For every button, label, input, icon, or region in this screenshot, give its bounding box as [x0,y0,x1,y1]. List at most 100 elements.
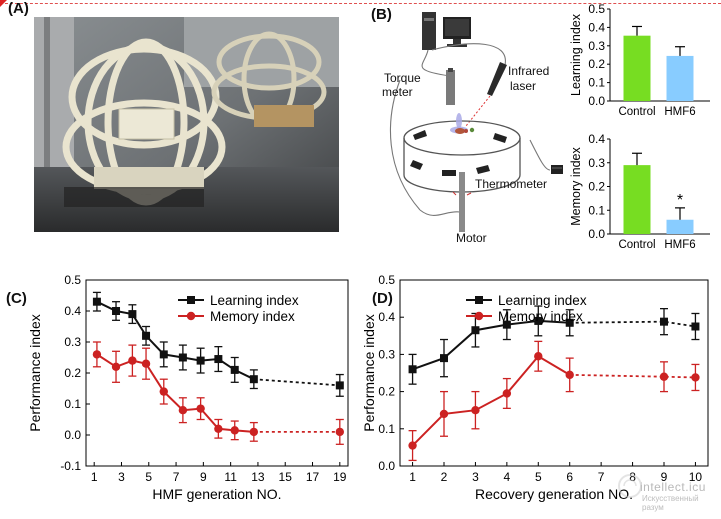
data-point-circle [128,356,137,365]
plot-frame [399,279,709,467]
y-tick-label: 0.3 [64,335,81,349]
legend-marker-square [187,296,195,304]
data-point-square [249,375,258,384]
corner-marker-icon [0,0,7,7]
y-axis-label: Performance index [361,314,377,432]
series-line-learning [412,319,570,371]
legend-marker-circle [186,311,196,321]
y-tick-label: 0.2 [588,57,605,71]
memory-index-bar-chart: 0.0 0.1 0.2 0.3 0.4 Control HMF6 * Memory index [569,132,710,251]
data-point-circle [159,387,168,396]
y-tick-label: 0.5 [378,273,395,287]
data-point-square [112,307,121,315]
y-tick-label: 0.0 [588,227,605,241]
thermometer-label: Thermometer [475,177,547,191]
watermark-text: intellect.icu [640,480,706,494]
y-axis-label: Memory index [569,147,583,226]
data-point-circle [534,352,543,361]
x-tick-label: Control [618,106,655,118]
y-tick-label: 0.1 [64,397,81,411]
watermark-subtext: Искусственный разум [642,494,699,512]
x-tick-label: 19 [333,470,347,484]
data-point-circle [439,409,449,419]
data-point-circle [502,389,512,398]
hmf-generation-line-chart: -0.10.00.10.20.30.40.51 3 5 7 9 11 13 15 17 19HMF… [27,273,349,502]
data-point-circle [111,362,121,371]
data-point-circle [230,426,239,435]
x-axis-label: HMF generation NO. [152,486,281,502]
torque-meter-icon [446,70,455,105]
data-point-square [335,381,344,390]
watermark-logo-icon [618,474,642,498]
y-tick-label: 0.2 [588,180,605,194]
x-tick-label: 3 [118,470,125,484]
panel-c-label: (C) [6,290,27,307]
data-point-square [230,365,239,374]
x-tick-label: 15 [279,470,293,484]
panel-d-label: (D) [372,290,393,307]
y-tick-label: 0.1 [378,422,395,436]
x-tick-label: 1 [91,470,98,484]
data-point-square [196,356,205,365]
data-point-circle [691,373,700,382]
panel-b-label: (B) [371,6,392,23]
data-point-circle [335,427,345,437]
data-point-square [691,322,700,331]
x-tick-label: 3 [472,470,479,484]
x-axis-label: Recovery generation NO. [475,486,633,502]
y-tick-label: 0.2 [378,385,395,399]
data-point-circle [408,441,417,450]
data-point-square [502,320,511,329]
torque-meter-label-2: meter [382,85,413,99]
x-tick-label: 9 [200,470,207,484]
x-tick-label: 11 [224,470,237,484]
data-point-circle [249,427,259,437]
bar-hmf6 [666,55,694,101]
data-point-circle [178,406,188,415]
x-tick-label: 8 [629,470,636,484]
data-point-square [660,317,668,326]
panel-a-label: (A) [8,0,29,17]
data-point-square [408,365,417,374]
x-tick-label: 10 [689,470,703,484]
x-tick-label: 1 [409,470,416,484]
data-point-circle [92,350,102,359]
series-line-memory [411,354,571,447]
x-tick-label: 5 [535,470,542,484]
series-dashed-line-learning [253,378,340,387]
x-tick-label: 9 [661,470,668,484]
y-axis-label: Learning index [569,13,583,96]
data-point-circle [471,406,480,415]
y-tick-label: 0.1 [588,76,605,90]
legend-label-learning: Learning index [210,293,299,308]
x-tick-label: 6 [566,470,573,484]
page-top-rule [0,3,721,4]
series-line-memory [96,353,254,433]
data-point-circle [659,372,669,381]
bar-hmf6 [666,219,694,234]
x-tick-label: HMF6 [664,239,695,251]
bar-control [623,165,651,234]
y-tick-label: 0.5 [588,2,605,16]
legend-marker-circle [474,311,484,321]
y-tick-label: 0.0 [378,459,395,473]
y-tick-label: 0.4 [378,310,395,324]
data-point-square [565,318,574,327]
x-tick-label: 4 [504,470,511,484]
y-tick-label: 0.0 [64,428,81,442]
x-tick-label: 2 [441,470,448,484]
y-tick-label: 0.0 [588,94,605,108]
apparatus-photo [34,17,339,232]
y-tick-label: 0.4 [588,132,605,146]
thermometer-icon [551,165,563,174]
data-point-square [214,355,223,364]
data-point-square [92,297,101,306]
legend-marker-square [475,296,483,304]
apparatus-schematic: Torque meter Infrared laser Thermometer … [382,12,563,245]
data-point-circle [214,424,223,433]
y-tick-label: 0.3 [588,39,605,53]
y-tick-label: 0.3 [588,156,605,170]
torque-meter-label: Torque [384,71,421,85]
x-tick-label: 13 [251,470,265,484]
data-point-circle [196,404,205,413]
